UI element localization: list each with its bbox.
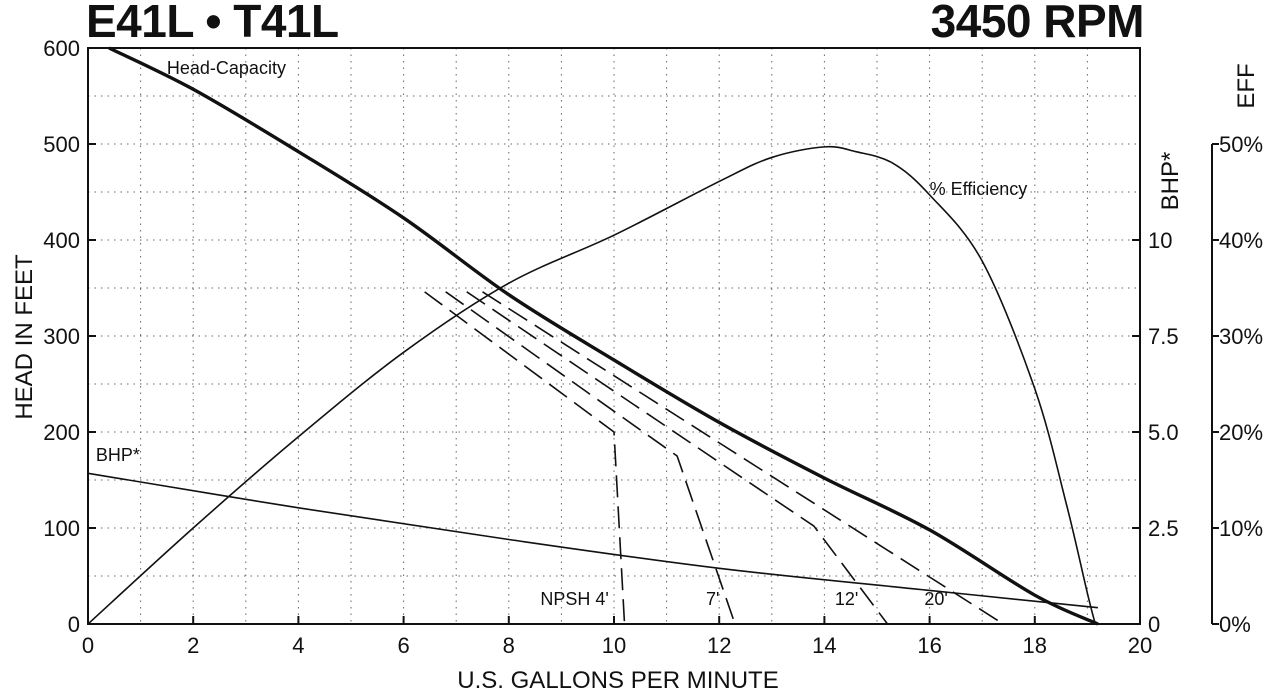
x-tick-label: 20 — [1128, 633, 1152, 658]
x-tick-label: 8 — [503, 633, 515, 658]
annotation-bhp: BHP* — [96, 445, 140, 465]
series-20 — [482, 291, 1004, 625]
x-tick-label: 18 — [1023, 633, 1047, 658]
bhp-tick-label: 5.0 — [1148, 420, 1179, 445]
x-axis-label: U.S. GALLONS PER MINUTE — [457, 667, 778, 694]
y-tick-label: 400 — [43, 228, 80, 253]
x-tick-label: 2 — [187, 633, 199, 658]
y-tick-label: 500 — [43, 132, 80, 157]
annotation-efficiency: % Efficiency — [930, 179, 1028, 199]
eff-tick-label: 10% — [1219, 516, 1263, 541]
annotation-20: 20' — [924, 589, 947, 609]
annotation-7: 7' — [706, 589, 719, 609]
bhp-tick-label: 2.5 — [1148, 516, 1179, 541]
chart-title-rpm: 3450 RPM — [930, 0, 1145, 47]
bhp-tick-label: 7.5 — [1148, 324, 1179, 349]
eff-tick-label: 20% — [1219, 420, 1263, 445]
annotations: Head-Capacity % Efficiency BHP* NPSH 4' 7' 12… — [96, 58, 1027, 609]
y-axis-label-bhp: BHP* — [1157, 152, 1184, 211]
y-tick-label: 300 — [43, 324, 80, 349]
plot-frame — [87, 47, 1141, 625]
y-tick-label: 100 — [43, 516, 80, 541]
bhp-tick-label: 10 — [1148, 228, 1172, 253]
eff-tick-label: 30% — [1219, 324, 1263, 349]
x-tick-label: 0 — [82, 633, 94, 658]
series-7 — [445, 291, 736, 625]
series-head-capacity — [108, 46, 1099, 626]
series-bhp — [87, 472, 1099, 609]
series-12 — [466, 291, 889, 625]
y-tick-label: 600 — [43, 36, 80, 61]
y-axis-label-eff: EFF — [1233, 63, 1260, 108]
annotation-12: 12' — [835, 589, 858, 609]
eff-tick-label: 50% — [1219, 132, 1263, 157]
annotation-head-capacity: Head-Capacity — [167, 58, 286, 78]
eff-tick-label: 40% — [1219, 228, 1263, 253]
y-tick-label: 0 — [68, 612, 80, 637]
eff-tick-label: 0% — [1219, 612, 1251, 637]
x-tick-label: 6 — [397, 633, 409, 658]
bhp-tick-label: 0 — [1148, 612, 1160, 637]
annotation-npsh-4: NPSH 4' — [540, 589, 608, 609]
series-efficiency — [87, 145, 1097, 625]
y-tick-label: 200 — [43, 420, 80, 445]
x-tick-label: 16 — [917, 633, 941, 658]
y-axis-label-head: HEAD IN FEET — [11, 254, 38, 420]
x-tick-label: 4 — [292, 633, 304, 658]
chart-title-model: E41L • T41L — [86, 0, 339, 47]
x-tick-label: 12 — [707, 633, 731, 658]
x-tick-label: 14 — [812, 633, 836, 658]
series-lines — [87, 46, 1099, 626]
x-tick-label: 10 — [602, 633, 626, 658]
grid-lines — [88, 48, 1140, 624]
axis-ticks: 0 2 4 6 8 10 12 14 16 18 20010020030040050060002.5… — [43, 36, 1263, 658]
series-npsh-4 — [424, 291, 626, 625]
